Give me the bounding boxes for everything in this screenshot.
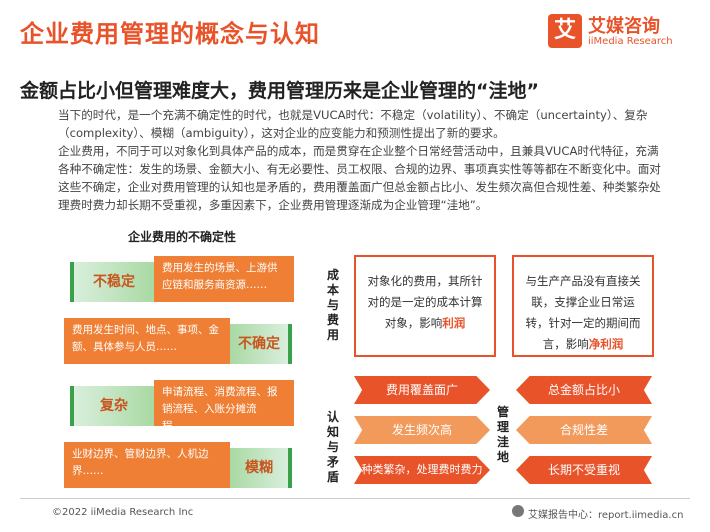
uncertainty-title: 企业费用的不确定性 bbox=[128, 230, 237, 244]
cost-box: 对象化的费用，其所针对的是一定的成本计算对象，影响利润 bbox=[354, 255, 496, 357]
footer-copyright: ©2022 iiMedia Research Inc bbox=[52, 507, 194, 518]
page-title: 企业费用管理的概念与认知 bbox=[20, 20, 320, 48]
uncertainty-label-3: 复杂 bbox=[70, 386, 154, 426]
uncertainty-label-1: 不稳定 bbox=[70, 262, 154, 302]
cost-box-text: 对象化的费用，其所针对的是一定的成本计算对象，影响 bbox=[367, 274, 483, 330]
cognition-center: 管理洼地 bbox=[496, 405, 509, 464]
expense-box-text: 与生产产品没有直接关联，支撑企业日常运转，针对一定的期间而言，影响 bbox=[525, 274, 641, 351]
brand-logo: 艾 艾媒咨询 iiMedia Research bbox=[548, 12, 696, 58]
expense-box-highlight: 净利润 bbox=[588, 337, 624, 351]
expense-box: 与生产产品没有直接关联，支撑企业日常运转，针对一定的期间而言，影响净利润 bbox=[512, 255, 654, 357]
cost-expense-tag: 成本与费用 bbox=[326, 268, 339, 342]
cognition-left-1: 费用覆盖面广 bbox=[354, 376, 490, 404]
cognition-left-2: 发生频次高 bbox=[354, 416, 490, 444]
cost-box-highlight: 利润 bbox=[442, 316, 466, 330]
cognition-tag: 认知与矛盾 bbox=[326, 410, 339, 484]
cognition-right-1: 总金额占比小 bbox=[516, 376, 652, 404]
cognition-left-3: 种类繁杂，处理费时费力 bbox=[354, 456, 490, 484]
uncertainty-desc-4: 业财边界、管财边界、人机边界…… bbox=[64, 442, 230, 488]
footer-divider bbox=[20, 498, 690, 499]
cognition-right-2: 合规性差 bbox=[516, 416, 652, 444]
uncertainty-desc-1: 费用发生的场景、上游供应链和服务商资源…… bbox=[154, 256, 294, 302]
uncertainty-label-4: 模糊 bbox=[230, 448, 292, 488]
footer-source-link[interactable]: 艾媒报告中心：report.iimedia.cn bbox=[528, 510, 684, 521]
logo-text-cn: 艾媒咨询 bbox=[588, 16, 660, 37]
logo-mark: 艾 bbox=[548, 14, 582, 48]
cognition-right-3: 长期不受重视 bbox=[516, 456, 652, 484]
uncertainty-desc-2: 费用发生时间、地点、事项、金额、具体参与人员…… bbox=[64, 318, 230, 364]
logo-text-en: iiMedia Research bbox=[588, 36, 673, 47]
intro-paragraph-2: 企业费用，不同于可以对象化到具体产品的成本，而是贯穿在企业整个日常经营活动中，且… bbox=[58, 144, 661, 212]
uncertainty-desc-3: 申请流程、消费流程、报销流程、入账分摊流程…… bbox=[154, 380, 294, 432]
page-subtitle: 金额占比小但管理难度大，费用管理历来是企业管理的“洼地” bbox=[20, 80, 539, 102]
uncertainty-label-2: 不确定 bbox=[230, 324, 292, 364]
intro-paragraph-1: 当下的时代，是一个充满不确定性的时代，也就是VUCA时代：不稳定（volatil… bbox=[58, 108, 648, 140]
report-center-icon bbox=[512, 505, 524, 517]
